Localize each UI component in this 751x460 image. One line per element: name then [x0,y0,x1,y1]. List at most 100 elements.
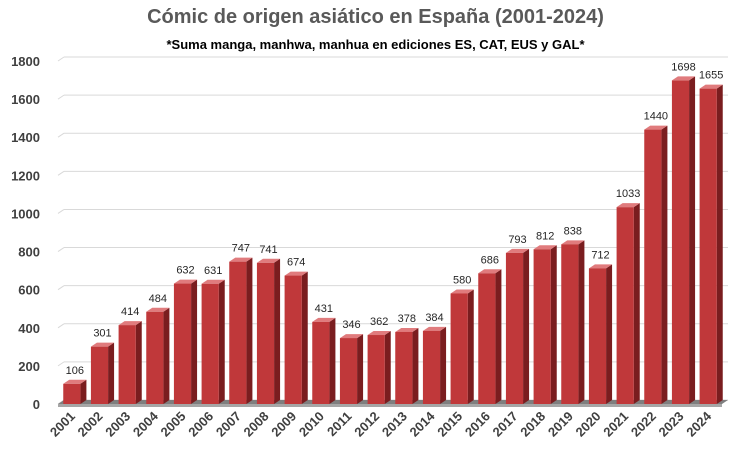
x-tick-label: 2017 [490,409,521,440]
bar [644,125,668,404]
y-axis: 0 200 400 600 800 1000 1200 1400 1600 1800 [11,54,40,412]
bar-side [329,317,336,404]
x-tick-label: 2021 [600,409,631,440]
bar-side [578,240,585,404]
bar-front [644,129,662,404]
bar-front [561,244,579,404]
bar-front [450,293,468,404]
x-tick-label: 2005 [158,409,189,440]
bar-front [505,252,524,404]
floor-top [58,400,728,404]
bar [229,257,253,404]
bar [256,258,281,404]
bar-top [422,326,447,331]
x-tick-label: 2018 [517,409,548,440]
bar-front [63,383,81,404]
bar-top [367,331,391,336]
gridline-depth [57,94,65,100]
bar-top [312,317,336,322]
data-label: 346 [342,319,360,331]
bar-side [467,289,474,404]
y-tick-label: 200 [18,359,40,374]
bar [284,271,308,404]
data-label: 106 [66,365,84,377]
bar-front [588,268,607,404]
gridline-depth [57,170,65,176]
bar-top [201,279,225,284]
floor-front [58,404,722,407]
bar-top [478,269,502,274]
x-tick-label: 2012 [351,409,382,440]
bar-front [616,207,634,404]
bars [63,76,723,404]
data-label: 378 [398,313,416,325]
y-tick-label: 800 [18,245,40,260]
data-label: 1655 [699,70,723,82]
bar-top [90,342,115,347]
bar [312,317,336,404]
bar-front [339,338,358,404]
bar-side [301,271,308,404]
bar-side [163,307,170,404]
bar [395,327,419,404]
x-axis: 2001200220032004200520062007200820092010… [47,408,715,440]
bar-top [229,257,253,262]
bar-front [395,331,413,404]
x-tick-label: 2006 [185,409,216,440]
gridline-depth [57,209,65,214]
gridline-depth [57,285,65,291]
gridline-depth [57,56,65,62]
data-label: 712 [591,249,609,261]
bar-side [384,331,391,404]
bar [63,379,87,404]
x-tick-label: 2019 [545,409,576,440]
x-tick-label: 2008 [241,409,272,440]
bar-side [80,379,87,404]
y-tick-label: 0 [33,397,40,412]
bar-front [256,262,275,404]
bar-top [256,258,281,263]
bar-side [440,326,447,404]
bar-side [689,76,696,404]
bar [616,203,640,404]
bar-side [218,279,225,404]
bar-front [90,346,109,404]
x-tick-label: 2003 [102,409,133,440]
bar-side [550,245,557,404]
x-tick-label: 2014 [407,408,439,440]
data-label: 631 [204,265,222,277]
data-label: 674 [287,257,305,269]
data-label: 1440 [644,111,668,123]
y-tick-label: 1200 [11,168,40,183]
bar-front [422,330,441,404]
y-tick-label: 1400 [11,130,40,145]
bar-front [201,283,219,404]
x-tick-label: 2024 [683,408,715,440]
bar [450,289,474,404]
bar [699,84,723,404]
bar-top [699,84,723,89]
x-tick-label: 2010 [296,409,327,440]
bar-side [357,334,364,404]
bar [588,264,613,404]
x-tick-label: 2004 [130,408,162,440]
bar-top [118,321,142,326]
bar-side [716,84,723,404]
chart-floor [58,400,728,407]
bar-top [146,307,170,312]
x-tick-label: 2001 [47,409,78,440]
chart-subtitle: *Suma manga, manhwa, manhua en ediciones… [166,37,585,52]
bar-front [173,283,192,404]
bar [173,279,198,404]
bar [422,326,447,404]
bar-side [495,269,502,404]
bar-front [284,275,302,404]
data-label: 793 [508,234,526,246]
bar-side [246,257,253,404]
bar-side [412,327,419,404]
bar-side [191,279,198,404]
bar [201,279,225,404]
bar-front [533,249,551,404]
bar-front [478,273,496,404]
bar [505,248,530,404]
